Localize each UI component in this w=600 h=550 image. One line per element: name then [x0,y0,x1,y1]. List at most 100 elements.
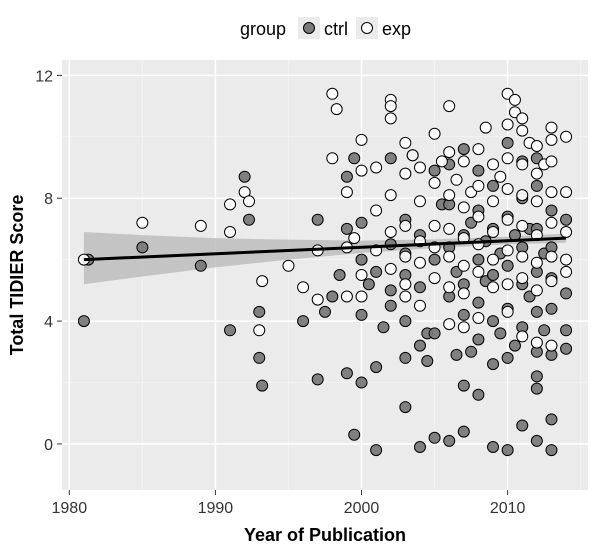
point-ctrl [428,327,441,340]
point-exp [355,290,368,303]
point-exp [348,232,361,245]
point-exp [516,250,529,263]
point-exp [516,112,529,125]
point-exp [530,284,543,297]
point-exp [487,226,500,238]
point-exp [399,278,412,291]
point-exp [560,265,573,278]
point-exp [560,186,573,199]
point-exp [413,195,426,208]
point-exp [472,210,485,223]
point-exp [340,186,353,199]
point-exp [326,152,339,165]
point-exp [282,259,295,272]
point-ctrl [472,164,485,177]
y-tick-label: 8 [44,191,53,208]
point-ctrl [194,259,207,272]
point-exp [487,158,500,171]
point-exp [501,118,514,131]
point-exp [457,155,470,168]
point-ctrl [457,425,470,438]
point-exp [428,176,441,189]
point-exp [516,219,529,232]
point-ctrl [472,388,485,401]
y-axis-title: Total TIDIER Score [7,195,27,356]
point-exp [428,272,441,285]
point-ctrl [399,351,412,364]
point-ctrl [545,204,558,217]
point-ctrl [487,315,500,328]
point-ctrl [297,315,310,328]
point-exp [413,299,426,312]
point-exp [384,112,397,125]
point-ctrl [243,213,256,226]
point-exp [384,100,397,113]
point-ctrl [355,308,368,321]
point-exp [501,305,514,318]
point-ctrl [311,373,324,386]
point-exp [516,124,529,137]
legend: group ctrl exp [240,17,411,39]
point-exp [443,146,456,159]
point-ctrl [465,345,478,358]
point-ctrl [136,241,149,254]
grid-major [62,60,588,490]
point-exp [340,290,353,303]
point-exp [136,216,149,229]
point-ctrl [370,444,383,457]
y-tick-label: 4 [44,314,53,331]
point-ctrl [530,434,543,447]
point-ctrl [428,431,441,444]
point-ctrl [538,324,551,337]
point-ctrl [77,315,90,328]
point-exp [450,173,463,186]
point-exp [443,100,456,113]
point-exp [399,290,412,303]
point-ctrl [384,299,397,312]
point-exp [508,93,521,106]
point-ctrl [421,355,434,367]
point-ctrl [530,305,543,318]
point-exp [545,121,558,134]
point-ctrl [530,370,543,383]
point-ctrl [472,253,485,266]
point-ctrl [370,265,383,278]
point-ctrl [508,339,521,352]
point-exp [443,189,456,202]
point-ctrl [399,315,412,328]
point-exp [545,250,558,263]
point-exp [256,275,269,288]
point-exp [194,219,207,232]
legend-label-ctrl: ctrl [324,19,348,39]
point-exp [472,312,485,324]
point-ctrl [348,152,361,165]
point-ctrl [457,308,470,321]
point-exp [224,198,237,211]
point-ctrl [472,333,485,346]
point-exp [326,87,339,100]
point-ctrl [494,327,507,340]
point-exp [355,133,368,146]
point-exp [457,321,470,334]
point-exp [545,339,558,352]
x-axis: 1980 1990 2000 2010 [52,490,526,517]
point-ctrl [450,348,463,361]
point-exp [494,170,507,183]
point-ctrl [487,179,500,192]
points [77,87,573,457]
point-ctrl [370,361,383,374]
point-ctrl [355,216,368,229]
point-exp [355,164,368,177]
point-ctrl [355,376,368,389]
point-ctrl [384,238,397,251]
point-exp [501,244,514,257]
point-ctrl [487,269,500,281]
point-ctrl [428,164,441,177]
point-ctrl [516,419,529,432]
point-exp [560,253,573,266]
point-ctrl [545,413,558,426]
point-ctrl [457,143,470,156]
point-ctrl [340,367,353,380]
point-exp [428,127,441,140]
